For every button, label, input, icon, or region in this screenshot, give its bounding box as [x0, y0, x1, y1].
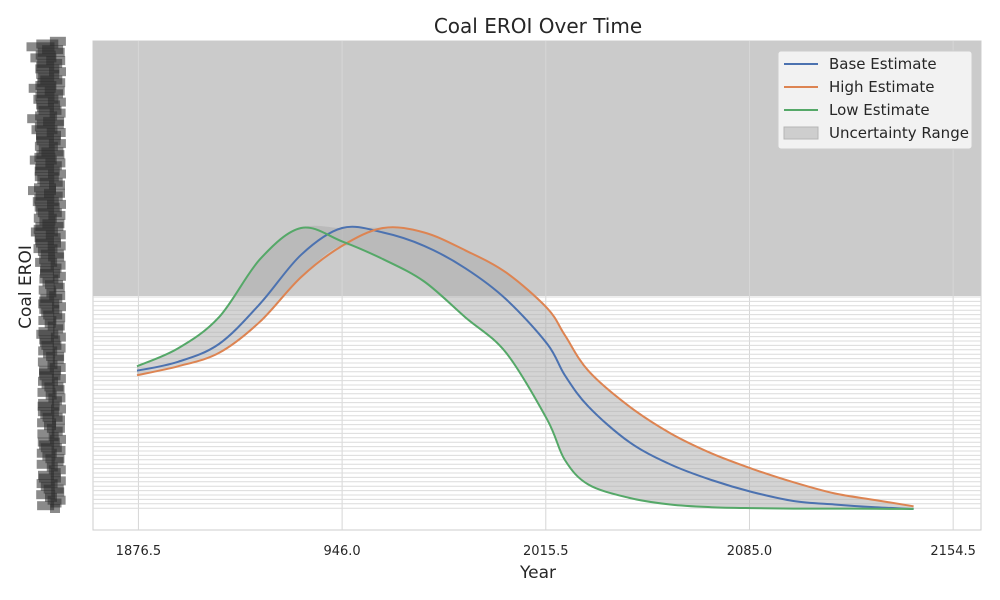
legend-label: Base Estimate — [829, 55, 937, 73]
y-tick-label-clutter — [50, 260, 66, 270]
y-tick-label-clutter — [50, 332, 66, 342]
chart-title: Coal EROI Over Time — [434, 14, 642, 38]
legend-label: High Estimate — [829, 78, 935, 96]
x-tick-label: 1876.5 — [116, 544, 162, 559]
y-tick-label-clutter — [33, 213, 57, 223]
y-tick-label-clutter — [49, 363, 66, 372]
y-tick-label-clutter — [35, 111, 58, 121]
uncertainty-band — [137, 225, 914, 509]
y-tick-label-clutter — [38, 346, 58, 356]
y-tick-label-clutter — [37, 429, 55, 439]
y-tick-label-clutter — [38, 316, 57, 325]
y-tick-label-clutter — [36, 490, 56, 500]
y-tick-label-clutter — [49, 291, 66, 301]
y-tick-label-clutter — [39, 274, 59, 284]
y-tick-label-clutter — [38, 398, 55, 408]
y-tick-label-clutter — [33, 244, 58, 254]
y-tick-label-clutter — [37, 407, 59, 417]
y-tick-label-clutter — [36, 459, 55, 469]
y-axis-label: Coal EROI — [16, 245, 36, 329]
legend-label: Uncertainty Range — [829, 124, 969, 142]
y-tick-label-clutter — [36, 448, 57, 458]
y-tick-label-clutter — [36, 39, 59, 49]
legend-swatch-patch — [783, 126, 819, 140]
y-tick-clutter — [26, 36, 66, 513]
y-tick-label-clutter — [38, 470, 54, 480]
x-tick-label: 946.0 — [323, 544, 360, 559]
y-tick-label-clutter — [37, 501, 55, 511]
y-tick-label-clutter — [39, 304, 60, 314]
y-tick-label-clutter — [36, 479, 58, 489]
x-tick-label: 2085.0 — [727, 544, 773, 559]
y-tick-label-clutter — [37, 437, 60, 447]
y-tick-label-clutter — [34, 183, 56, 193]
y-tick-label-clutter — [34, 172, 59, 182]
series-lines — [136, 225, 914, 510]
legend: Base Estimate High Estimate Low Estimate Un… — [777, 50, 973, 150]
x-ticks: 1876.5 946.0 2015.5 2085.0 2154.5 — [116, 544, 976, 559]
y-tick-label-clutter — [39, 335, 61, 345]
x-axis-label: Year — [519, 563, 556, 583]
uncertainty-range-area — [137, 225, 914, 509]
y-tick-label-clutter — [36, 69, 60, 79]
series-line-high-estimate — [136, 226, 914, 508]
legend-box — [777, 50, 973, 150]
y-tick-label-clutter — [34, 141, 58, 151]
y-tick-label-clutter — [39, 255, 56, 265]
y-tick-label-clutter — [37, 418, 57, 428]
x-tick-label: 2015.5 — [523, 544, 569, 559]
series-line-base-estimate — [136, 225, 914, 510]
y-tick-label-clutter — [48, 393, 66, 403]
y-tick-label-clutter — [37, 387, 56, 397]
y-tick-label-clutter — [47, 321, 65, 331]
series-line-low-estimate — [136, 226, 914, 510]
y-tick-label-clutter — [50, 504, 60, 513]
legend-label: Low Estimate — [829, 101, 930, 119]
y-tick-label-clutter — [37, 357, 55, 367]
x-tick-label: 2154.5 — [930, 544, 976, 559]
y-tick-label-clutter — [38, 376, 58, 386]
y-tick-label-clutter — [38, 327, 55, 337]
y-tick-label-clutter — [49, 36, 66, 46]
y-tick-label-clutter — [38, 285, 56, 295]
